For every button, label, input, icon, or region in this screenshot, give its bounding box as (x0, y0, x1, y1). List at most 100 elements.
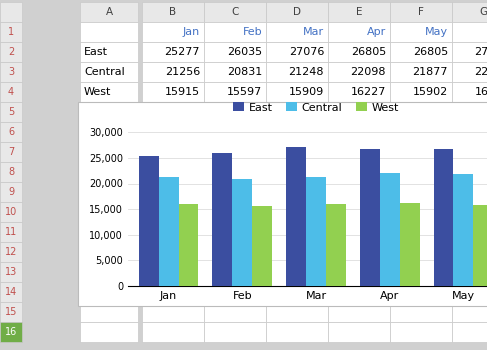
Text: F: F (418, 7, 424, 17)
Bar (473, 204, 487, 286)
Bar (266, 282, 328, 302)
Text: 14: 14 (5, 287, 17, 297)
Bar (266, 202, 328, 222)
Bar (142, 322, 204, 342)
Bar (390, 162, 452, 182)
Bar (204, 182, 266, 202)
Bar (390, 62, 452, 82)
Text: A: A (106, 7, 112, 17)
Bar (452, 62, 487, 82)
Text: 9: 9 (8, 187, 14, 197)
Text: 1: 1 (8, 27, 14, 37)
Text: 26035: 26035 (227, 47, 262, 57)
Bar (80, 82, 138, 102)
Bar (266, 322, 328, 342)
Bar (452, 222, 487, 242)
Bar (452, 262, 487, 282)
Bar (328, 202, 390, 222)
Bar (179, 204, 198, 286)
Bar (0, 242, 22, 262)
Bar (390, 42, 452, 62)
Bar (328, 262, 390, 282)
Text: West: West (84, 87, 112, 97)
Bar (452, 302, 487, 322)
Bar (0, 62, 22, 82)
Bar (159, 177, 179, 286)
Bar (390, 102, 452, 122)
Bar (142, 42, 204, 62)
Text: 8: 8 (8, 167, 14, 177)
Bar (80, 282, 138, 302)
Text: 27076: 27076 (289, 47, 324, 57)
Bar (266, 22, 328, 42)
Bar (266, 42, 328, 62)
Bar (204, 222, 266, 242)
Bar (328, 222, 390, 242)
Bar (452, 42, 487, 62)
Text: 15: 15 (5, 307, 17, 317)
Bar (204, 22, 266, 42)
Bar (204, 242, 266, 262)
Bar (142, 142, 204, 162)
Bar (380, 173, 400, 286)
Bar (80, 182, 138, 202)
Bar (390, 142, 452, 162)
Bar (80, 142, 138, 162)
Bar (142, 202, 204, 222)
Bar (142, 182, 204, 202)
Bar (204, 282, 266, 302)
Bar (204, 202, 266, 222)
Bar (266, 122, 328, 142)
Text: 22098: 22098 (351, 67, 386, 77)
Bar (328, 162, 390, 182)
Bar (0, 162, 22, 182)
Bar (390, 82, 452, 102)
Bar (204, 162, 266, 182)
Bar (142, 262, 204, 282)
Bar (142, 22, 204, 42)
Bar (452, 242, 487, 262)
Bar (328, 122, 390, 142)
Text: Mar: Mar (303, 27, 324, 37)
Bar (452, 102, 487, 122)
Bar (328, 62, 390, 82)
Bar (390, 122, 452, 142)
Bar (80, 202, 138, 222)
Bar (328, 102, 390, 122)
Bar (80, 122, 138, 142)
Bar (142, 62, 204, 82)
Bar (0, 202, 22, 222)
Bar (80, 42, 138, 62)
Bar (80, 242, 138, 262)
Text: B: B (169, 7, 177, 17)
Text: 21256: 21256 (165, 67, 200, 77)
Bar (204, 302, 266, 322)
Bar (0, 42, 22, 62)
Bar (390, 242, 452, 262)
Text: 13: 13 (5, 267, 17, 277)
Text: 25277: 25277 (165, 47, 200, 57)
Text: Central: Central (84, 67, 125, 77)
Bar (204, 262, 266, 282)
Bar (328, 282, 390, 302)
Bar (204, 2, 266, 22)
Bar (266, 182, 328, 202)
Text: 12: 12 (5, 247, 17, 257)
Text: May: May (425, 27, 448, 37)
Bar (328, 302, 390, 322)
Bar (328, 82, 390, 102)
Bar (433, 149, 453, 286)
Bar (452, 22, 487, 42)
Legend: East, Central, West: East, Central, West (229, 98, 403, 117)
Text: 15902: 15902 (413, 87, 448, 97)
Text: Apr: Apr (367, 27, 386, 37)
Bar (390, 2, 452, 22)
Text: 15909: 15909 (289, 87, 324, 97)
Text: G: G (479, 7, 487, 17)
Bar (266, 62, 328, 82)
Text: E: E (356, 7, 362, 17)
Text: 7: 7 (8, 147, 14, 157)
Text: 20831: 20831 (227, 67, 262, 77)
Bar (390, 22, 452, 42)
Bar (204, 42, 266, 62)
